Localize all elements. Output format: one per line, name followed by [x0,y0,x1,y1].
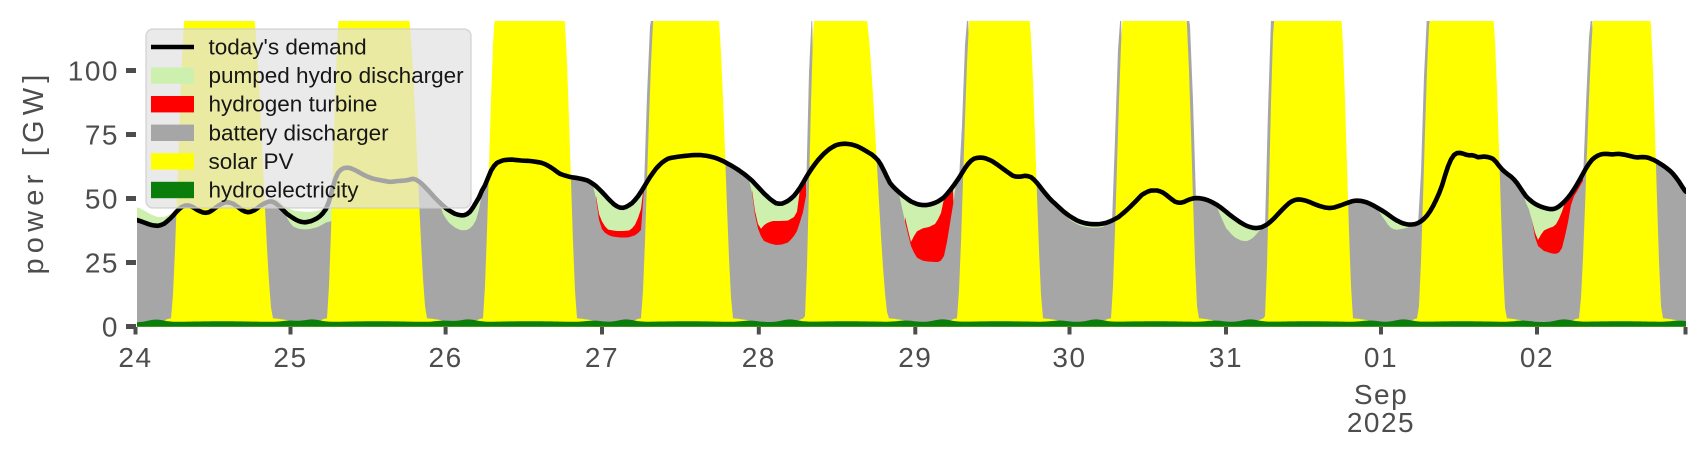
svg-text:today's demand: today's demand [209,35,367,60]
svg-text:01: 01 [1364,342,1398,373]
svg-text:29: 29 [898,342,932,373]
svg-text:Sep: Sep [1354,379,1408,410]
svg-text:25: 25 [85,248,119,279]
svg-text:02: 02 [1520,342,1554,373]
svg-text:2025: 2025 [1347,407,1415,438]
svg-text:hydroelectricity: hydroelectricity [209,178,360,203]
svg-text:50: 50 [85,184,119,215]
svg-text:30: 30 [1052,342,1086,373]
svg-text:power [GW]: power [GW] [18,69,50,274]
svg-text:31: 31 [1209,342,1243,373]
svg-text:pumped hydro discharger: pumped hydro discharger [209,63,465,88]
svg-text:100: 100 [68,56,119,87]
svg-text:0: 0 [102,312,119,343]
svg-text:25: 25 [273,342,307,373]
svg-text:solar PV: solar PV [209,149,294,174]
svg-text:27: 27 [585,342,619,373]
svg-text:75: 75 [85,120,119,151]
svg-text:28: 28 [742,342,776,373]
svg-text:24: 24 [118,342,152,373]
svg-text:hydrogen turbine: hydrogen turbine [209,92,378,117]
svg-text:26: 26 [429,342,463,373]
svg-text:battery discharger: battery discharger [209,120,390,145]
